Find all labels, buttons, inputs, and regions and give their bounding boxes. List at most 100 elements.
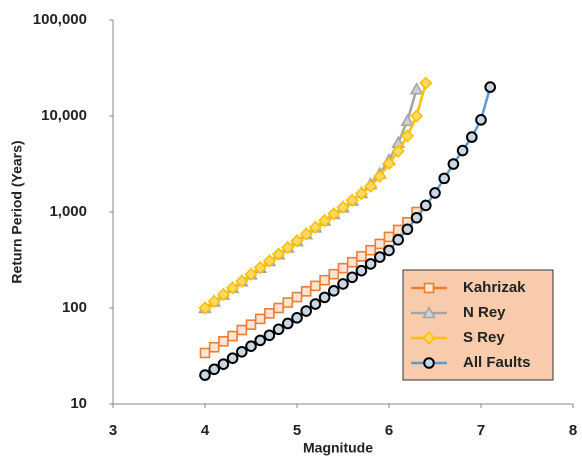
marker <box>226 352 239 364</box>
y-tick-label: 10,000 <box>41 107 87 124</box>
y-tick-label: 10 <box>70 395 87 412</box>
marker <box>236 345 248 358</box>
marker <box>383 244 395 257</box>
marker <box>208 341 220 353</box>
marker <box>282 317 294 330</box>
marker <box>245 319 257 330</box>
marker <box>264 308 275 319</box>
marker <box>291 291 303 303</box>
marker <box>291 312 303 324</box>
marker <box>356 251 367 262</box>
marker <box>345 193 359 208</box>
legend-label: Kahrizak <box>463 279 526 296</box>
marker <box>422 305 436 319</box>
marker <box>245 340 257 353</box>
marker <box>363 179 378 193</box>
marker <box>216 287 231 302</box>
marker <box>374 238 386 250</box>
marker <box>309 298 322 310</box>
marker <box>484 81 497 93</box>
marker <box>420 199 432 212</box>
marker <box>317 213 332 228</box>
marker <box>355 264 368 277</box>
x-axis-title: Magnitude <box>303 440 373 456</box>
marker <box>382 156 396 171</box>
line <box>204 82 428 310</box>
marker <box>409 82 424 95</box>
marker <box>218 335 229 347</box>
marker <box>199 369 211 381</box>
marker <box>271 247 286 261</box>
x-tick-label: 8 <box>569 422 577 439</box>
marker <box>244 267 258 282</box>
marker <box>199 347 211 359</box>
legend-label: N Rey <box>463 304 506 321</box>
marker <box>438 172 451 185</box>
marker <box>346 271 359 284</box>
series <box>199 206 422 359</box>
x-tick-label: 7 <box>477 422 485 439</box>
marker <box>392 224 404 236</box>
marker <box>410 211 423 224</box>
marker <box>383 231 395 243</box>
series <box>198 82 424 314</box>
marker <box>300 305 313 317</box>
marker <box>456 144 469 157</box>
marker <box>328 268 340 280</box>
marker <box>328 285 340 297</box>
marker <box>337 262 349 274</box>
marker <box>365 244 376 256</box>
marker <box>208 363 220 376</box>
marker <box>282 297 294 308</box>
marker <box>475 114 487 126</box>
marker <box>391 144 405 158</box>
marker <box>300 286 312 297</box>
marker <box>198 301 212 315</box>
marker <box>409 109 424 123</box>
marker <box>281 240 295 255</box>
marker <box>422 331 436 345</box>
y-tick-label: 100,000 <box>33 11 87 28</box>
marker <box>392 234 405 246</box>
legend-label: S Rey <box>463 329 505 346</box>
marker <box>263 329 276 342</box>
marker <box>318 291 331 304</box>
marker <box>354 187 369 201</box>
legend-label: All Faults <box>463 354 531 371</box>
marker <box>207 294 221 309</box>
marker <box>299 227 313 241</box>
marker <box>337 278 349 290</box>
marker <box>400 113 415 127</box>
series <box>199 81 497 381</box>
legend: Kahrizak N Rey S Rey All Faults <box>402 269 554 381</box>
marker <box>254 313 266 325</box>
marker <box>254 334 267 347</box>
line <box>204 88 418 310</box>
marker <box>225 281 240 295</box>
marker <box>290 234 304 248</box>
marker <box>423 282 435 294</box>
marker <box>327 207 341 221</box>
marker <box>253 261 267 275</box>
marker <box>401 223 414 236</box>
marker <box>423 357 435 369</box>
marker <box>217 358 230 370</box>
marker <box>447 158 460 170</box>
marker <box>272 323 285 336</box>
marker <box>236 324 248 336</box>
y-tick-label: 100 <box>62 299 87 316</box>
marker <box>319 274 330 286</box>
marker <box>400 129 415 143</box>
x-tick-label: 4 <box>201 422 210 439</box>
y-tick-label: 1,000 <box>49 203 87 220</box>
series <box>198 76 433 315</box>
marker <box>373 169 387 184</box>
marker <box>310 280 321 292</box>
marker <box>374 251 386 263</box>
marker <box>419 76 433 90</box>
x-tick-label: 6 <box>385 422 393 439</box>
marker <box>346 256 358 268</box>
marker <box>308 220 323 234</box>
x-tick-label: 5 <box>293 422 301 439</box>
